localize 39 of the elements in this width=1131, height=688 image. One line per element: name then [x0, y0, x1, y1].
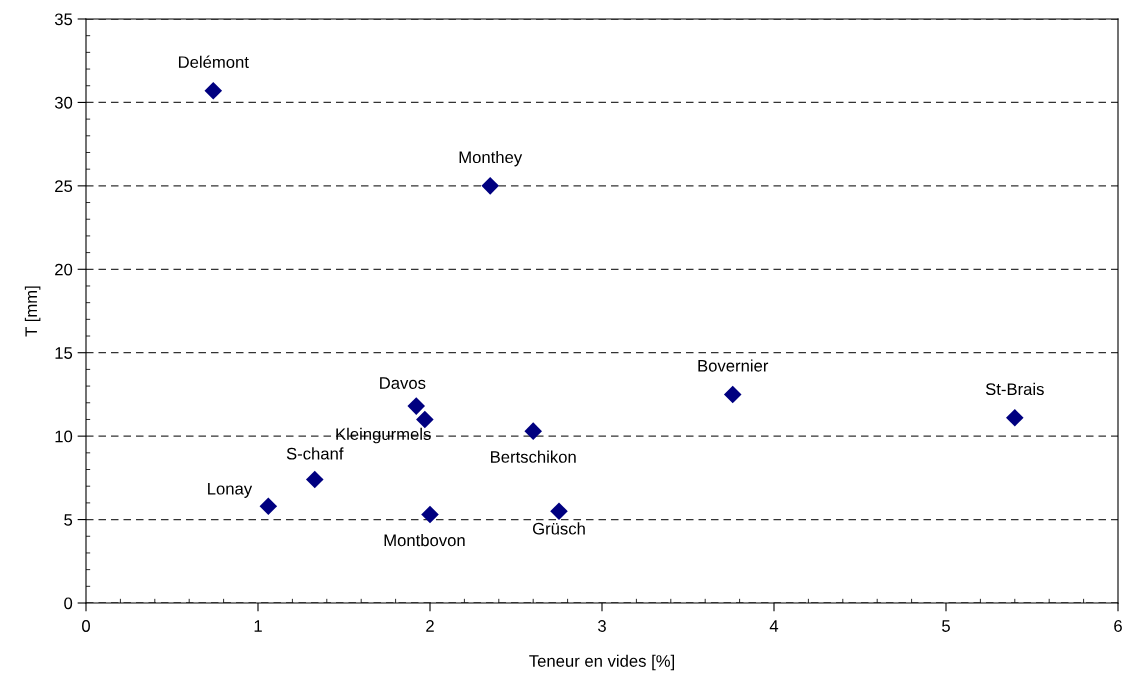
annotation: Delémont — [178, 55, 249, 69]
point — [259, 497, 278, 516]
x-tick-label: 5 — [942, 620, 950, 632]
point — [524, 422, 542, 440]
y-tick-label: 25 — [55, 180, 73, 193]
point — [421, 505, 439, 524]
annotation: Bovernier — [698, 359, 769, 372]
y-tick-label: 20 — [55, 263, 73, 276]
y-tick-label: 15 — [55, 347, 73, 359]
x-tick-label: 2 — [426, 620, 434, 632]
x-tick-label: 4 — [769, 620, 779, 632]
annotation: Montbovon — [384, 534, 465, 547]
point — [416, 410, 434, 429]
annotation: Grüsch — [532, 522, 585, 535]
x-tick-label: 1 — [254, 620, 262, 632]
y-tick-label: 10 — [55, 430, 73, 443]
y-tick-label: 30 — [54, 96, 73, 109]
point — [550, 502, 568, 521]
y-axis-title: T [mm] — [24, 286, 41, 337]
x-tick-label: 3 — [598, 620, 606, 632]
point — [723, 385, 742, 404]
annotation: S-chanf — [286, 447, 344, 460]
annotation: Bertschikon — [491, 450, 576, 463]
x-axis-title: Teneur en vides [%] — [529, 654, 674, 671]
annotation: Davos — [380, 377, 426, 389]
annotation: Lonay — [208, 482, 253, 498]
point — [481, 177, 499, 195]
annotation: St-Brais — [985, 382, 1044, 396]
y-tick-label: 0 — [64, 597, 73, 610]
point — [204, 81, 223, 100]
point — [1006, 409, 1024, 427]
x-tick-label: 6 — [1114, 620, 1122, 632]
y-tick-label: 5 — [64, 514, 73, 526]
point — [407, 397, 426, 415]
annotation: Kleingurmels — [336, 427, 431, 444]
point — [305, 470, 324, 489]
annotation: Monthey — [459, 150, 523, 167]
x-tick-label: 0 — [82, 620, 90, 632]
y-tick-label: 35 — [54, 13, 73, 26]
